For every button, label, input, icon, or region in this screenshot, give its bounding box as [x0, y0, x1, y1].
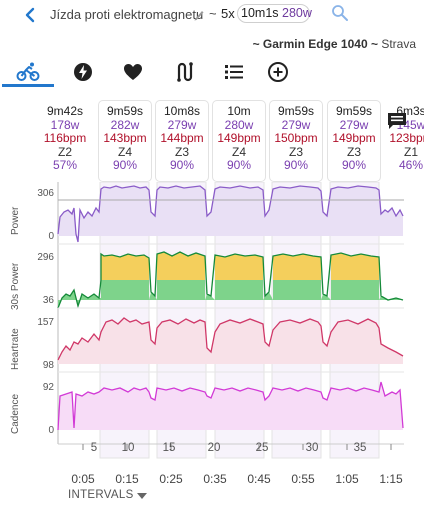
card-zone: Z4 [117, 144, 132, 159]
card-percent: 90% [283, 158, 309, 172]
interval-number: 35 [353, 442, 367, 454]
device-name: ~ Garmin Edge 1040 ~ [252, 37, 378, 51]
tab-bar [0, 56, 424, 88]
chart-separators [58, 243, 404, 373]
interval-number: 15 [162, 442, 176, 454]
interval-card[interactable]: 9m42s 178w 116bpm Z2 57% [40, 100, 90, 182]
route-icon[interactable] [172, 60, 196, 84]
card-percent: 90% [112, 158, 138, 172]
interval-number: 30 [305, 442, 319, 454]
separator-tilde: ~ [209, 6, 217, 21]
card-power: 178w [50, 117, 80, 132]
intervals-dropdown[interactable]: INTERVALS [68, 489, 134, 501]
edit-pencil-icon[interactable] [193, 8, 205, 22]
power30-min-tick: 36 [42, 295, 54, 306]
dropdown-caret-icon[interactable] [137, 493, 147, 499]
heartrate-max-tick: 157 [37, 317, 54, 328]
card-duration: 9m59s [277, 104, 315, 118]
power30-series [57, 251, 404, 309]
heartrate-min-tick: 98 [42, 360, 54, 371]
interval-cards: 9m42s 178w 116bpm Z2 57% 9m59s 282w 143b… [0, 100, 424, 182]
card-heartrate: 116bpm [43, 131, 87, 145]
interval-card[interactable]: 10m8s 279w 144bpm Z3 90% [155, 100, 209, 182]
interval-band-borders [99, 182, 380, 459]
interval-number: 20 [207, 442, 221, 454]
card-power: 279w [339, 117, 369, 132]
card-percent: 46% [398, 158, 424, 172]
power-bolt-icon[interactable] [71, 60, 95, 84]
interval-card[interactable]: 10m 280w 149bpm Z4 90% [212, 100, 266, 182]
repetitions-count: 5x [221, 6, 235, 21]
card-zone: Z1 [403, 144, 418, 159]
card-duration: 9m42s [46, 104, 84, 118]
active-tab-indicator [2, 84, 54, 87]
interval-card[interactable]: 9m59s 282w 143bpm Z4 90% [98, 100, 152, 182]
search-icon[interactable] [331, 4, 349, 22]
device-source-line: ~ Garmin Edge 1040 ~ Strava [253, 37, 416, 51]
card-power: 279w [167, 117, 197, 132]
interval-card[interactable]: 9m59s 279w 150bpm Z3 90% [269, 100, 323, 182]
card-percent: 90% [169, 158, 195, 172]
interval-summary-pill[interactable]: 10m1s 280w [237, 4, 312, 23]
interval-power: 280w [282, 6, 312, 20]
card-heartrate: 149bpm [217, 131, 261, 145]
card-duration: 10m8s [163, 104, 201, 118]
card-duration: 9m59s [335, 104, 373, 118]
heartrate-series [57, 317, 404, 364]
card-percent: 57% [52, 158, 78, 172]
time-label: 0:15 [115, 472, 139, 486]
activity-title[interactable]: Jízda proti elektromagnetu [50, 7, 204, 22]
card-zone: Z4 [231, 144, 246, 159]
card-power: 279w [281, 117, 311, 132]
card-duration: 10m [227, 104, 251, 118]
heart-icon[interactable] [121, 60, 145, 84]
bike-icon[interactable] [16, 60, 40, 84]
cadence-series [57, 381, 404, 431]
card-power: 280w [224, 117, 254, 132]
app-header: Jízda proti elektromagnetu ~ 5x 10m1s 28… [0, 0, 424, 32]
time-label: 1:15 [379, 472, 403, 486]
cadence-min-tick: 0 [48, 425, 54, 436]
activity-charts[interactable] [0, 182, 424, 464]
data-source: Strava [381, 37, 416, 51]
interval-number: 10 [121, 442, 135, 454]
power-min-tick: 0 [48, 231, 54, 242]
power-series [57, 185, 404, 243]
card-duration: 9m59s [106, 104, 144, 118]
time-label: 0:05 [71, 472, 95, 486]
card-zone: Z3 [288, 144, 303, 159]
comment-icon[interactable] [386, 111, 408, 131]
list-icon[interactable] [222, 60, 246, 84]
card-zone: Z3 [346, 144, 361, 159]
card-percent: 90% [341, 158, 367, 172]
card-zone: Z3 [174, 144, 189, 159]
interval-number: 5 [90, 442, 98, 454]
power30-max-tick: 296 [37, 252, 54, 263]
interval-card[interactable]: 9m59s 279w 149bpm Z3 90% [327, 100, 381, 182]
card-zone: Z2 [57, 144, 72, 159]
time-label: 0:55 [291, 472, 315, 486]
card-heartrate: 150bpm [274, 131, 318, 145]
card-percent: 90% [226, 158, 252, 172]
power-max-tick: 306 [37, 188, 54, 199]
back-arrow-icon[interactable] [20, 4, 42, 26]
interval-duration: 10m1s [241, 6, 279, 20]
time-tick-marks [82, 444, 392, 450]
time-label: 1:05 [335, 472, 359, 486]
card-heartrate: 144bpm [160, 131, 204, 145]
time-label: 0:45 [247, 472, 271, 486]
card-heartrate: 123bpm [389, 131, 424, 145]
add-icon[interactable] [266, 60, 290, 84]
card-power: 282w [110, 117, 140, 132]
card-heartrate: 149bpm [332, 131, 376, 145]
card-heartrate: 143bpm [103, 131, 147, 145]
time-label: 0:25 [159, 472, 183, 486]
interval-number: 25 [255, 442, 269, 454]
cadence-max-tick: 92 [42, 382, 54, 393]
time-label: 0:35 [203, 472, 227, 486]
